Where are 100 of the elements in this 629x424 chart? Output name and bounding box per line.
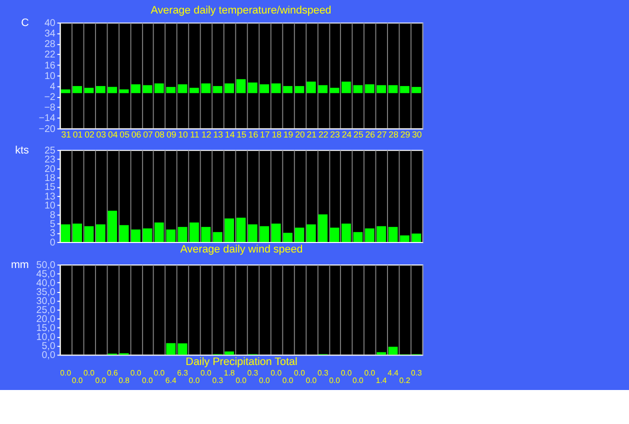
bar	[212, 232, 222, 242]
data-label: 0.0	[72, 376, 84, 386]
bar	[96, 224, 106, 242]
data-label: 0.0	[84, 368, 96, 378]
bar	[248, 224, 258, 242]
data-label: 0.0	[294, 368, 306, 378]
data-label: 0.2	[399, 376, 410, 386]
y-tick-label: 50,0	[36, 260, 56, 271]
bar	[84, 226, 94, 242]
bar	[400, 235, 410, 242]
x-tick-label: 31	[61, 130, 72, 140]
y-tick-label: 0,0	[42, 350, 56, 362]
x-tick-label: 02	[84, 130, 94, 140]
bar	[201, 83, 211, 94]
y-tick-label: −14	[38, 113, 56, 124]
bar	[190, 88, 199, 94]
y-tick-label: 4	[50, 81, 56, 92]
x-tick-label: 08	[154, 130, 165, 140]
bar	[108, 210, 118, 242]
data-label: 0.3	[317, 368, 329, 378]
y-tick-label: 0	[50, 237, 56, 248]
bar	[364, 228, 374, 242]
bar	[60, 89, 70, 94]
bar	[201, 226, 211, 242]
y-tick-label: 40	[44, 18, 56, 29]
data-label: 6.3	[177, 368, 189, 378]
data-label: 0.0	[329, 376, 341, 386]
bar	[166, 343, 176, 355]
data-label: 0.0	[340, 368, 352, 378]
x-tick-label: 25	[354, 130, 364, 140]
bar	[388, 226, 398, 242]
data-label: 0.3	[212, 376, 224, 386]
bar	[271, 83, 281, 94]
y-tick-label: 25,0	[36, 305, 56, 316]
x-tick-label: 21	[306, 130, 317, 140]
x-tick-label: 27	[376, 130, 387, 140]
data-label: 0.0	[154, 368, 166, 378]
bar	[248, 82, 258, 94]
y-axis-title: C	[21, 16, 30, 29]
x-tick-label: 11	[190, 130, 200, 140]
chart-title: Average daily temperature/windspeed	[150, 4, 332, 17]
y-tick-label: 10,0	[36, 332, 56, 344]
bar	[271, 224, 281, 242]
data-label: 0.3	[247, 368, 259, 378]
bar	[388, 85, 398, 94]
x-tick-label: 17	[260, 130, 270, 140]
y-tick-label: 15,0	[36, 323, 56, 334]
bar	[108, 86, 118, 94]
bar	[178, 84, 188, 94]
bar	[342, 82, 351, 94]
bar	[260, 226, 270, 242]
x-tick-label: 19	[283, 130, 294, 140]
data-label: 0.6	[106, 368, 118, 378]
bar	[60, 224, 70, 242]
bar	[212, 86, 222, 94]
data-label: 0.0	[142, 376, 154, 386]
x-tick-label: 15	[236, 130, 247, 140]
x-axis-title: Daily Precipitation Total	[186, 356, 298, 368]
bar	[154, 83, 164, 94]
data-label: 1.4	[376, 376, 388, 386]
x-tick-label: 24	[342, 130, 352, 140]
data-label: 0.0	[306, 376, 318, 386]
data-label: 4.4	[388, 368, 400, 378]
y-axis-title: kts	[15, 144, 29, 156]
bar	[353, 85, 363, 94]
bar	[178, 226, 188, 242]
bar	[283, 232, 292, 242]
bar	[294, 228, 304, 242]
data-label: 0.0	[188, 376, 200, 386]
data-label: 0.0	[95, 376, 107, 386]
x-tick-label: 12	[202, 130, 212, 140]
bar	[388, 346, 398, 355]
bar	[96, 86, 106, 94]
bar	[119, 89, 129, 94]
bar	[294, 86, 304, 94]
bar	[318, 85, 328, 94]
y-tick-label: 20,0	[36, 314, 56, 326]
x-tick-label: 14	[224, 130, 235, 140]
bar	[236, 218, 246, 242]
x-tick-label: 23	[330, 130, 340, 140]
bar	[353, 232, 363, 242]
bar	[283, 86, 292, 94]
x-tick-label: 06	[131, 130, 142, 140]
bar	[306, 82, 316, 94]
y-tick-label: 5	[50, 219, 56, 230]
bar	[166, 230, 176, 242]
bar	[376, 352, 386, 355]
x-tick-label: 05	[120, 130, 130, 140]
bar	[84, 88, 94, 94]
bar	[412, 86, 422, 94]
bar	[400, 86, 410, 94]
x-tick-label: 29	[400, 130, 410, 140]
bar	[236, 79, 246, 94]
bar	[318, 214, 328, 242]
x-tick-label: 09	[166, 130, 176, 140]
y-tick-label: 13	[44, 191, 56, 202]
data-label: 0.0	[352, 376, 364, 386]
data-label: 0.0	[282, 376, 294, 386]
bar	[306, 224, 316, 242]
data-label: 0.0	[270, 368, 282, 378]
